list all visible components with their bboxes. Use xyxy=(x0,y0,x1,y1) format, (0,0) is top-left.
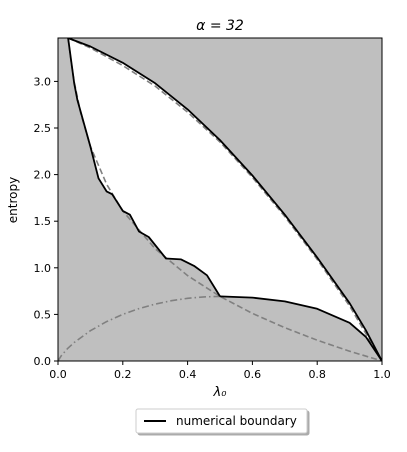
x-tick-label: 1.0 xyxy=(373,368,391,381)
y-axis-label: entropy xyxy=(6,177,20,223)
numerical-boundary-segment-2 xyxy=(67,38,221,297)
y-tick-label: 1.5 xyxy=(34,215,52,228)
y-tick-label: 0.0 xyxy=(34,355,52,368)
x-tick-label: 0.8 xyxy=(308,368,326,381)
chart-title: α = 32 xyxy=(196,18,244,34)
reference-curve-2 xyxy=(67,38,382,361)
y-tick-label: 0.5 xyxy=(34,308,52,321)
x-tick-label: 0.4 xyxy=(179,368,197,381)
numerical-boundary-lines xyxy=(67,38,382,361)
y-axis: 0.0 0.5 1.0 1.5 2.0 2.5 3.0 xyxy=(34,75,58,368)
numerical-boundary-segment-3 xyxy=(219,295,382,361)
x-axis-label: λ₀ xyxy=(213,385,228,400)
y-tick-label: 2.5 xyxy=(34,122,52,135)
feasible-region xyxy=(68,38,382,361)
plot-area xyxy=(57,37,383,362)
y-tick-label: 2.0 xyxy=(34,169,52,182)
x-axis: 0.0 0.2 0.4 0.6 0.8 1.0 xyxy=(49,361,391,381)
x-tick-label: 0.0 xyxy=(49,368,67,381)
plot-frame xyxy=(57,37,383,362)
numerical-boundary-segment-1 xyxy=(67,38,382,361)
legend-box xyxy=(135,408,308,434)
legend: numerical boundary xyxy=(135,408,308,434)
x-tick-label: 0.2 xyxy=(114,368,132,381)
reference-curve-3 xyxy=(58,295,221,361)
y-tick-label: 3.0 xyxy=(34,75,52,88)
y-tick-label: 1.0 xyxy=(34,262,52,275)
x-tick-label: 0.6 xyxy=(244,368,262,381)
legend-label-numerical-boundary: numerical boundary xyxy=(176,414,297,428)
